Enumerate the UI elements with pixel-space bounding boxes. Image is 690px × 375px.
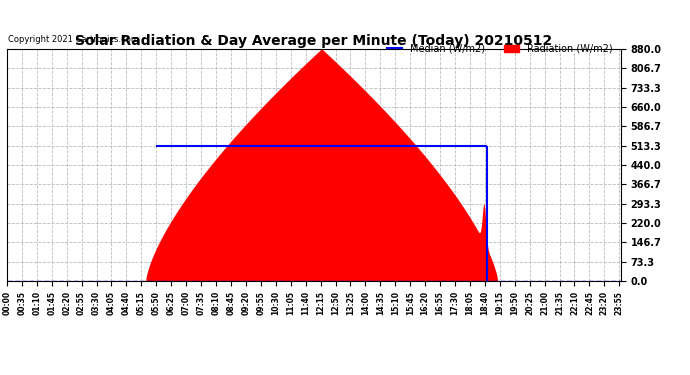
Text: Copyright 2021 Cartronics.com: Copyright 2021 Cartronics.com <box>8 35 139 44</box>
Title: Solar Radiation & Day Average per Minute (Today) 20210512: Solar Radiation & Day Average per Minute… <box>75 34 553 48</box>
Legend: Median (W/m2), Radiation (W/m2): Median (W/m2), Radiation (W/m2) <box>384 40 616 57</box>
